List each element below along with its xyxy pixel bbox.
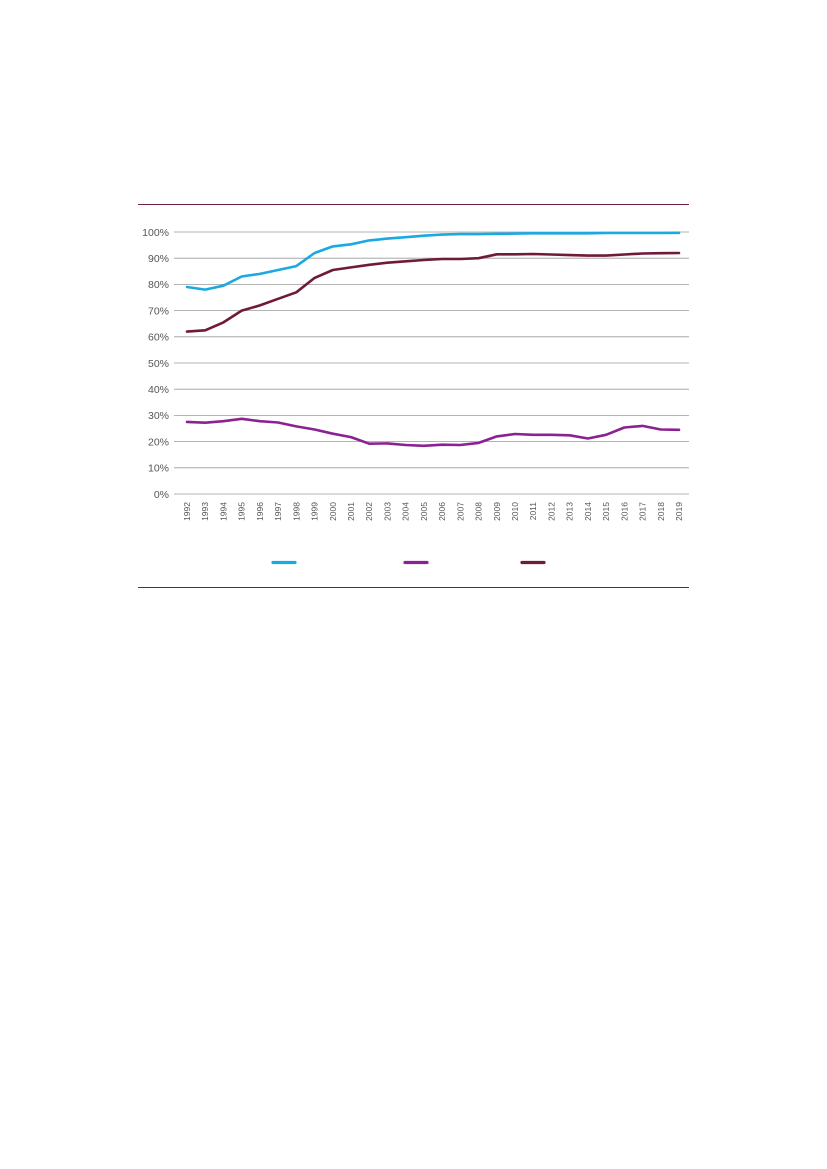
y-tick-label: 80% [148,279,169,291]
x-tick-label: 2018 [656,502,666,521]
y-tick-label: 30% [148,410,169,422]
y-tick-label: 20% [148,436,169,448]
gridlines [174,231,689,495]
y-tick-label: 50% [148,358,169,370]
series-line-2 [185,417,681,448]
y-tick-label: 0% [154,489,169,501]
x-tick-label: 2001 [346,502,356,521]
y-tick-label: 10% [148,463,169,475]
x-tick-label: 2003 [382,502,392,521]
y-tick-label: 90% [148,253,169,265]
y-axis-tick-labels: 0% 10% 20% 30% 40% 50% 60% 70% 80% 90% 100% [142,227,169,501]
x-tick-label: 2006 [437,502,447,521]
x-tick-label: 1992 [182,502,192,521]
x-tick-label: 1999 [310,502,320,521]
x-tick-label: 1998 [291,502,301,521]
x-tick-label: 1993 [200,502,210,521]
x-tick-label: 1996 [255,502,265,521]
y-tick-label: 100% [142,227,169,239]
x-tick-label: 1994 [218,502,228,521]
x-tick-label: 2015 [601,502,611,521]
y-tick-label: 60% [148,332,169,344]
x-tick-label: 2005 [419,502,429,521]
x-tick-label: 2009 [492,502,502,521]
y-tick-label: 40% [148,384,169,396]
x-tick-label: 2016 [619,502,629,521]
series-lines [185,231,681,448]
x-tick-label: 1997 [273,502,283,521]
y-tick-label: 70% [148,305,169,317]
x-axis-tick-labels: 1992 1993 1994 1995 1996 1997 1998 1999 2000 2001… [182,502,684,521]
x-tick-label: 2008 [474,502,484,521]
x-tick-label: 2000 [328,502,338,521]
x-tick-label: 1995 [237,502,247,521]
x-tick-label: 2007 [455,502,465,521]
x-tick-label: 2002 [364,502,374,521]
x-tick-label: 2010 [510,502,520,521]
x-tick-label: 2014 [583,502,593,521]
x-tick-label: 2017 [638,502,648,521]
x-tick-label: 2019 [674,502,684,521]
x-tick-label: 2011 [528,502,538,521]
x-tick-label: 2012 [546,502,556,521]
x-tick-label: 2013 [565,502,575,521]
x-tick-label: 2004 [401,502,411,521]
series-line-3 [185,251,681,333]
series-line-1 [185,231,681,291]
